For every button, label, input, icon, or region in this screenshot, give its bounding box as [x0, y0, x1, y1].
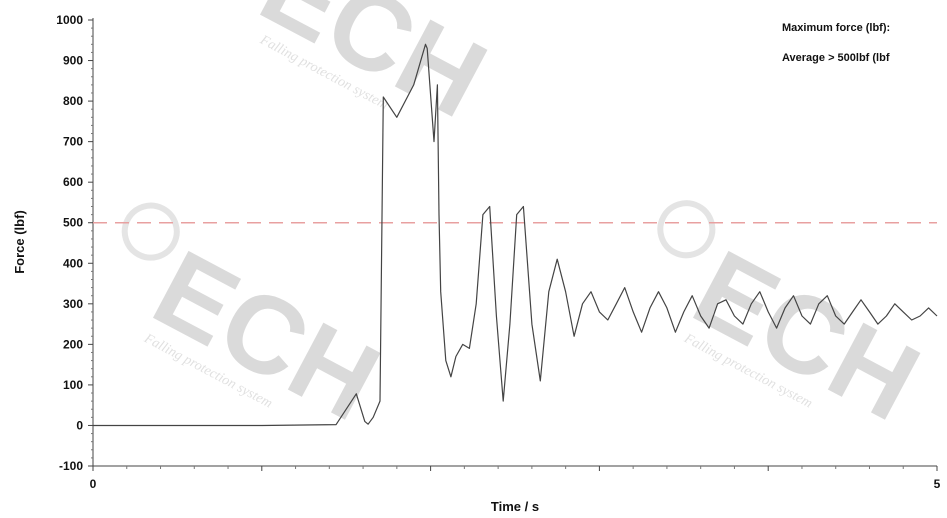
y-tick-label: 200	[63, 337, 83, 351]
svg-text:ECH: ECH	[242, 0, 505, 141]
watermark-bottom-left: ECH Falling protection system	[121, 202, 398, 445]
y-tick-label: 900	[63, 54, 83, 68]
y-tick-label: 300	[63, 297, 83, 311]
series-line	[93, 43, 938, 427]
y-tick-label: 600	[63, 175, 83, 189]
y-tick-label: 500	[63, 216, 83, 230]
svg-text:ECH: ECH	[675, 227, 938, 445]
y-tick-label: -100	[59, 459, 83, 473]
y-axis-ticks: -100 0 100 200 300 400 500 600 700 800 900 1000	[56, 13, 93, 473]
y-tick-label: 800	[63, 94, 83, 108]
annotation-average: Average > 500lbf (lbf	[782, 52, 890, 64]
y-tick-label: 0	[76, 418, 83, 432]
y-tick-label: 1000	[56, 13, 83, 27]
watermark-top: ECH Falling protection system	[242, 0, 505, 141]
series-layer	[93, 43, 938, 427]
svg-text:ECH: ECH	[135, 227, 398, 445]
y-tick-label: 700	[63, 135, 83, 149]
y-tick-label: 400	[63, 256, 83, 270]
watermark-bottom-right: ECH Falling protection system	[657, 200, 938, 445]
x-tick-label: 5	[934, 477, 941, 491]
y-tick-label: 100	[63, 378, 83, 392]
x-axis-title: Time / s	[491, 499, 539, 514]
y-axis-title: Force (lbf)	[12, 210, 27, 274]
annotation-max-force: Maximum force (lbf):	[782, 22, 890, 34]
x-tick-label: 0	[90, 477, 97, 491]
